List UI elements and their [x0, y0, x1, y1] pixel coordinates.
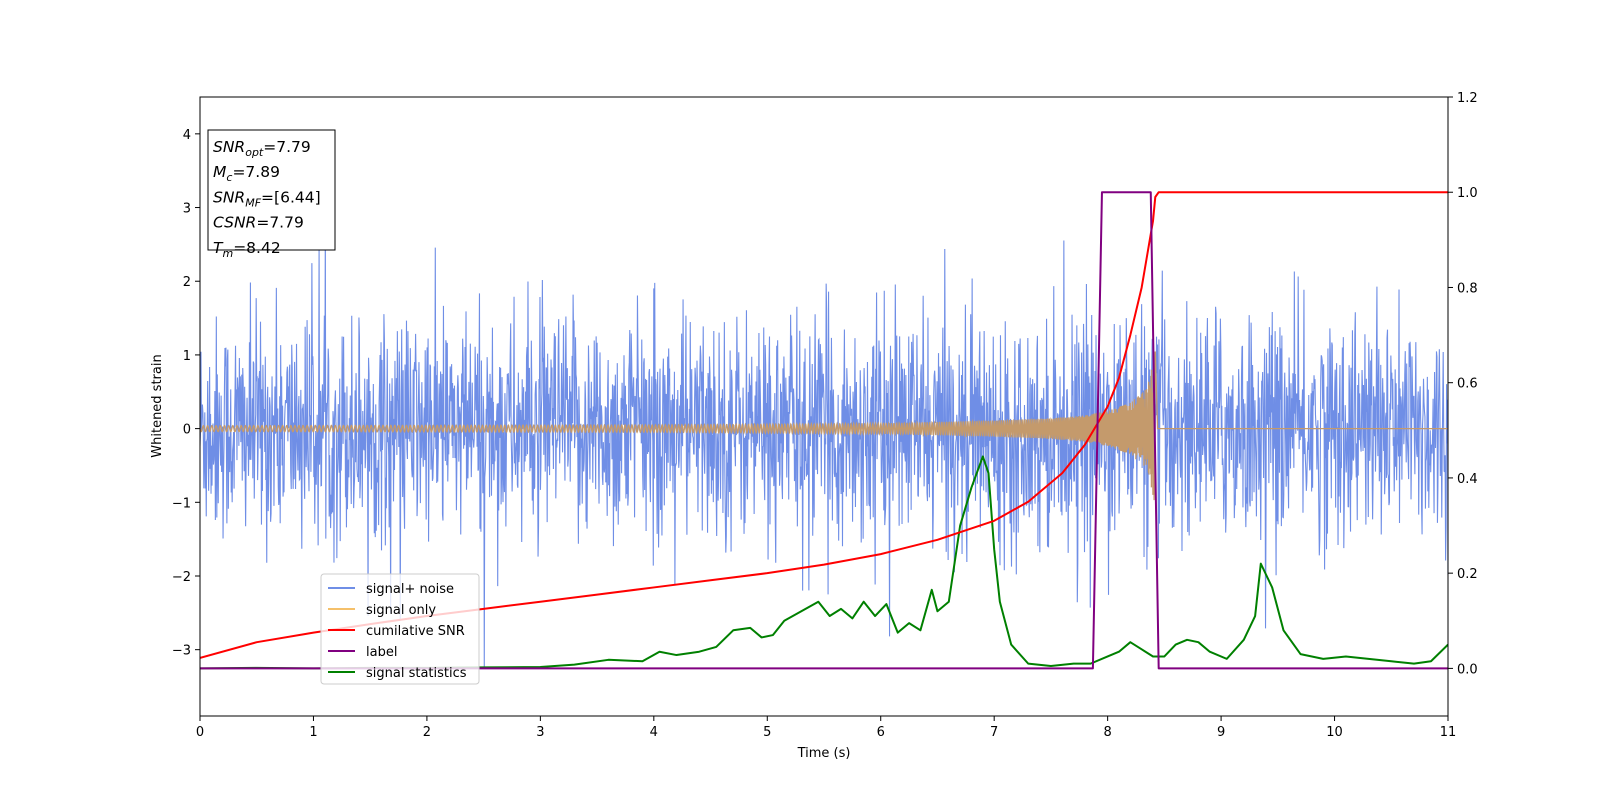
info-box-line: Mc=7.89 [213, 163, 280, 184]
y-tick-label: 2 [183, 275, 191, 290]
x-tick-label: 10 [1326, 725, 1343, 740]
info-symbol: SNR [213, 188, 245, 206]
y2-tick-label: 1.0 [1457, 186, 1478, 201]
y2-tick-label: 0.6 [1457, 377, 1478, 392]
y2-tick-label: 0.4 [1457, 472, 1478, 487]
legend-entry-label: signal+ noise [366, 582, 454, 597]
info-value: =7.79 [263, 138, 311, 156]
series-signal-statistics-line [200, 455, 1448, 670]
info-symbol: T [213, 239, 224, 257]
info-box-line: Tm=8.42 [213, 239, 281, 260]
legend-entry-label: signal only [366, 603, 436, 618]
info-subscript: MF [245, 196, 261, 209]
y2-tick-label: 1.2 [1457, 91, 1478, 106]
info-subscript: m [222, 247, 233, 260]
x-tick-label: 3 [536, 725, 544, 740]
x-tick-label: 6 [877, 725, 885, 740]
info-value: =[6.44] [261, 188, 321, 206]
y2-tick-label: 0.0 [1457, 662, 1478, 677]
y-tick-label: 3 [183, 202, 191, 217]
series-signal-noise-line [200, 218, 1448, 667]
info-value: =7.89 [232, 163, 280, 181]
info-value: =7.79 [256, 214, 304, 232]
info-symbol: CSNR [213, 214, 256, 232]
info-subscript: c [226, 171, 232, 184]
x-tick-label: 8 [1103, 725, 1111, 740]
plot-frame [199, 96, 1449, 717]
y2-tick-label: 0.8 [1457, 281, 1478, 296]
info-box-line: SNRopt=7.79 [213, 138, 311, 159]
info-box-line: CSNR=7.79 [213, 214, 304, 232]
y2-tick-label: 0.2 [1457, 567, 1478, 582]
series-signal-only-line [200, 351, 1448, 501]
x-tick-label: 5 [763, 725, 771, 740]
legend-entry-label: label [366, 645, 397, 660]
legend-frame [320, 573, 480, 685]
y-axis-left: 4 3 2 1 0 −1 −2 −3 [172, 128, 200, 659]
y-tick-label: −3 [172, 644, 191, 659]
y-axis-right: 0.0 0.2 0.4 0.6 0.8 1.0 1.2 [1448, 91, 1478, 677]
y-tick-label: −2 [172, 570, 191, 585]
info-box: SNRopt=7.79Mc=7.89SNRMF=[6.44]CSNR=7.79T… [207, 129, 336, 260]
y-tick-label: 4 [183, 128, 191, 143]
y-tick-label: 1 [183, 349, 191, 364]
info-box-line: SNRMF=[6.44] [213, 188, 321, 209]
info-box-frame [207, 129, 336, 251]
legend-entry-label: cumilative SNR [366, 624, 465, 639]
info-value: =8.42 [233, 239, 281, 257]
series-label-line [200, 191, 1448, 670]
x-axis-title: Time (s) [797, 746, 851, 761]
x-tick-label: 7 [990, 725, 998, 740]
y-tick-label: 0 [183, 423, 191, 438]
x-tick-label: 2 [423, 725, 431, 740]
legend: signal+ noise signal only cumilative SNR la… [320, 573, 480, 685]
x-tick-label: 11 [1440, 725, 1457, 740]
x-tick-label: 4 [650, 725, 658, 740]
info-symbol: M [213, 163, 226, 181]
info-symbol: SNR [213, 138, 245, 156]
x-tick-label: 9 [1217, 725, 1225, 740]
info-subscript: opt [245, 146, 264, 159]
x-axis: 0 1 2 3 4 5 6 7 8 9 10 11 [196, 716, 1456, 740]
y-axis-title: Whitened strain [150, 354, 165, 457]
legend-entry-label: signal statistics [366, 666, 467, 681]
y-tick-label: −1 [172, 496, 191, 511]
x-tick-label: 0 [196, 725, 204, 740]
x-tick-label: 1 [309, 725, 317, 740]
